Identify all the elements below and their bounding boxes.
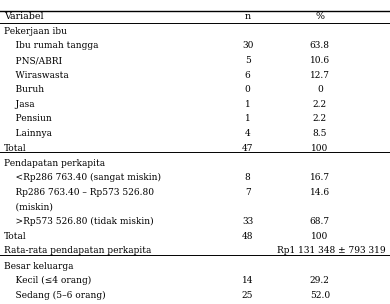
Text: 12.7: 12.7: [310, 71, 330, 80]
Text: 14.6: 14.6: [310, 188, 330, 197]
Text: 8: 8: [245, 173, 250, 182]
Text: Rata-rata pendapatan perkapita: Rata-rata pendapatan perkapita: [4, 246, 151, 255]
Text: Buruh: Buruh: [4, 85, 44, 94]
Text: 30: 30: [242, 41, 254, 50]
Text: n: n: [245, 12, 251, 21]
Text: Ibu rumah tangga: Ibu rumah tangga: [4, 41, 98, 50]
Text: Variabel: Variabel: [4, 12, 44, 21]
Text: 33: 33: [242, 217, 253, 226]
Text: 1: 1: [245, 114, 250, 123]
Text: 2.2: 2.2: [313, 100, 327, 109]
Text: 100: 100: [311, 232, 328, 241]
Text: 4: 4: [245, 129, 250, 138]
Text: Rp286 763.40 – Rp573 526.80: Rp286 763.40 – Rp573 526.80: [4, 188, 154, 197]
Text: 7: 7: [245, 188, 250, 197]
Text: 8.5: 8.5: [312, 129, 327, 138]
Text: 25: 25: [242, 291, 254, 300]
Text: 29.2: 29.2: [310, 276, 330, 285]
Text: Sedang (5–6 orang): Sedang (5–6 orang): [4, 291, 106, 300]
Text: 68.7: 68.7: [310, 217, 330, 226]
Text: (miskin): (miskin): [4, 202, 53, 212]
Text: Rp1 131 348 ± 793 319: Rp1 131 348 ± 793 319: [277, 246, 386, 255]
Text: Pendapatan perkapita: Pendapatan perkapita: [4, 159, 105, 168]
Text: 52.0: 52.0: [310, 291, 330, 300]
Text: 14: 14: [242, 276, 254, 285]
Text: Jasa: Jasa: [4, 100, 35, 109]
Text: 2.2: 2.2: [313, 114, 327, 123]
Text: 100: 100: [311, 143, 328, 153]
Text: 47: 47: [242, 143, 254, 153]
Text: %: %: [315, 12, 324, 21]
Text: 5: 5: [245, 56, 251, 65]
Text: Pensiun: Pensiun: [4, 114, 51, 123]
Text: 10.6: 10.6: [310, 56, 330, 65]
Text: 48: 48: [242, 232, 254, 241]
Text: Total: Total: [4, 143, 27, 153]
Text: Wiraswasta: Wiraswasta: [4, 71, 69, 80]
Text: 63.8: 63.8: [310, 41, 330, 50]
Text: 6: 6: [245, 71, 250, 80]
Text: Besar keluarga: Besar keluarga: [4, 261, 73, 271]
Text: Lainnya: Lainnya: [4, 129, 52, 138]
Text: 16.7: 16.7: [310, 173, 330, 182]
Text: Pekerjaan ibu: Pekerjaan ibu: [4, 27, 67, 36]
Text: Total: Total: [4, 232, 27, 241]
Text: Kecil (≤4 orang): Kecil (≤4 orang): [4, 276, 91, 285]
Text: 1: 1: [245, 100, 250, 109]
Text: PNS/ABRI: PNS/ABRI: [4, 56, 62, 65]
Text: 0: 0: [317, 85, 323, 94]
Text: <Rp286 763.40 (sangat miskin): <Rp286 763.40 (sangat miskin): [4, 173, 161, 182]
Text: >Rp573 526.80 (tidak miskin): >Rp573 526.80 (tidak miskin): [4, 217, 154, 226]
Text: 0: 0: [245, 85, 250, 94]
